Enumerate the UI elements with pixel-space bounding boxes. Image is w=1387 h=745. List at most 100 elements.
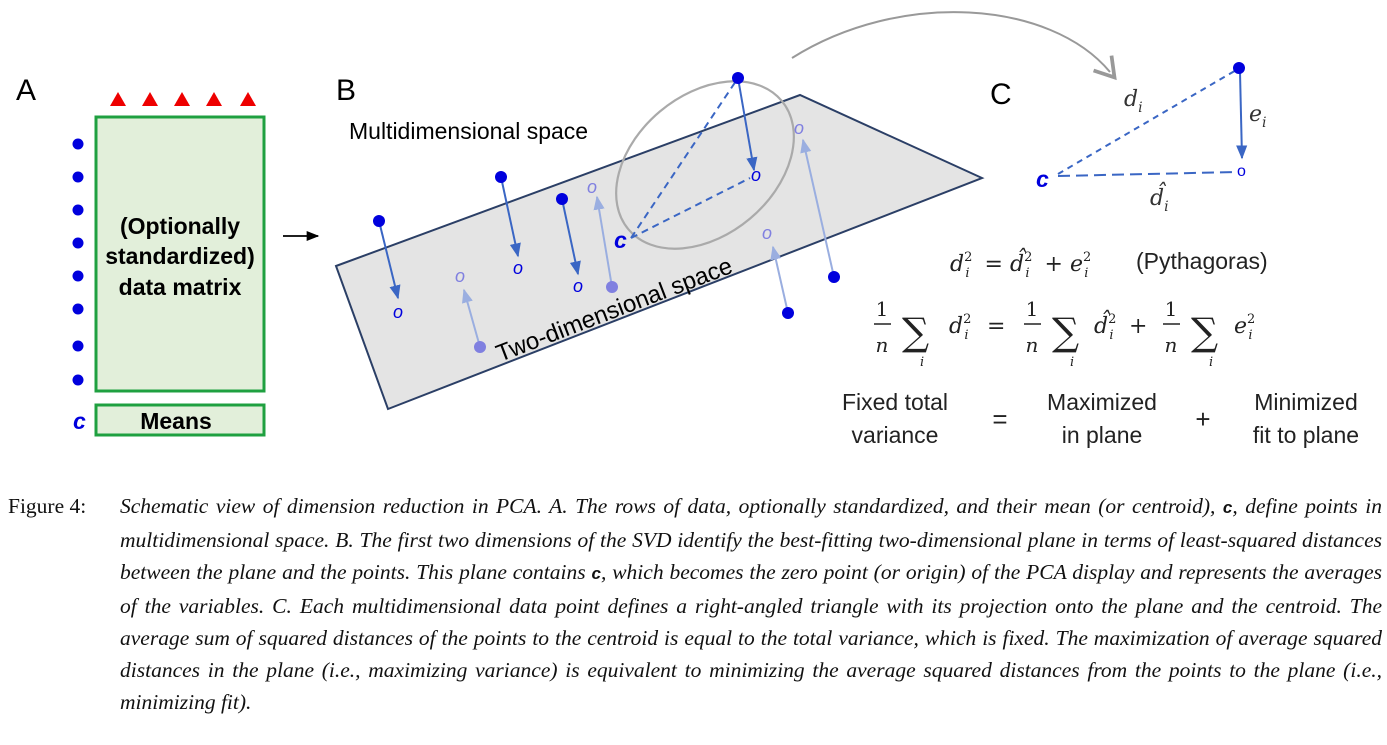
data-point [556,193,568,205]
svg-text:e2i: e2 i [1234,312,1255,343]
data-point-below-plane [782,307,794,319]
column-marker-triangle [174,92,190,106]
column-markers [110,92,256,106]
svg-text:i: i [920,355,924,370]
minimized-fit-line-1: Minimized [1254,389,1358,415]
centroid-c-label-b: c [614,227,627,253]
data-point-below-plane [828,271,840,283]
panel-a: A (Optionally standardized) data matrix … [16,74,320,437]
svg-text:∑: ∑ [1191,310,1218,354]
svg-text:1: 1 [1026,297,1039,321]
svg-text:=: = [987,314,1005,339]
centroid-c-label-a: c [73,408,86,434]
row-marker-dot [72,138,84,150]
centroid-to-point-dashed [630,77,739,239]
equals-sign: = [992,404,1007,434]
projection-marker-faded: o [587,177,597,197]
projection-arrow-from-below [770,245,789,314]
row-marker-dot [72,237,84,249]
projected-points: o o o o o o o o [393,118,804,322]
pythagoras-formula: d2 i = d̂2 i + e2 i [950,248,1091,281]
row-marker-dot [72,204,84,216]
svg-text:n: n [1165,333,1178,357]
projection-arrow-from-below [800,138,835,278]
word-equation: Fixed total variance = Maximized in plan… [842,389,1359,448]
data-point [732,72,744,84]
means-box [94,403,266,437]
pythagoras-equation: d2 i = d̂2 i + e2 i (Pythagoras) [950,248,1268,281]
plus-sign: + [1195,404,1210,434]
e-i-label: ei [1249,102,1267,131]
means-label: Means [140,408,212,434]
row-marker-dot [72,374,84,386]
centroid-to-projection-dashed [630,177,751,239]
svg-text:∑: ∑ [902,310,929,354]
matrix-text-line-2: standardized) [105,243,255,269]
fixed-total-variance-line-2: variance [852,422,939,448]
column-marker-triangle [142,92,158,106]
data-point-below-plane [606,281,618,293]
data-points [373,72,840,353]
row-marker-dot [72,171,84,183]
projection-arrow [737,77,758,172]
pythagoras-note: (Pythagoras) [1136,248,1268,274]
maximized-in-plane-line-2: in plane [1062,422,1143,448]
residual-e-arrow [1236,71,1248,160]
pca-schematic-figure: A (Optionally standardized) data matrix … [16,11,1359,448]
projection-marker: o [573,276,583,296]
maximized-in-plane-line-1: Maximized [1047,389,1157,415]
fixed-total-variance-line-1: Fixed total [842,389,948,415]
two-dimensional-plane [334,93,985,411]
projection-arrow-from-below [593,195,613,288]
row-marker-dot [72,340,84,352]
projection-marker-faded: o [762,223,772,243]
projection-arrow [500,176,521,258]
projection-arrow [378,220,401,300]
data-point [373,215,385,227]
variance-decomposition-equation: 1 n ∑ i d2 i = 1 n ∑ i d̂2 i + 1 n ∑ i e2 i [874,297,1255,370]
d-i-label: di [1124,87,1143,116]
svg-text:d̂2i: d̂2 i [1094,310,1116,343]
projection-arrow [561,198,581,276]
panel-b: B Multidimensional space Two-dimensional… [334,11,1117,411]
panel-a-label: A [16,74,36,107]
caption-centroid-c: c [1222,498,1233,517]
minimized-fit-line-2: fit to plane [1253,422,1359,448]
data-point [495,171,507,183]
data-point-below-plane [474,341,486,353]
figure-label: Figure 4: [8,494,87,518]
triangle-projection-marker: o [1237,163,1246,180]
multidimensional-space-label: Multidimensional space [349,118,588,144]
row-marker-dot [72,303,84,315]
zoom-arrow-to-panel-c [791,11,1117,81]
panel-b-label: B [336,74,356,107]
distance-dhat-line [1057,171,1239,177]
column-marker-triangle [206,92,222,106]
svg-text:i: i [1070,355,1074,370]
caption-centroid-c: c [591,564,601,583]
svg-text:∑: ∑ [1052,310,1079,354]
projection-arrows [378,77,835,348]
panel-c-label: C [990,78,1012,111]
projection-marker: o [751,165,761,185]
panel-c: C o c di ei d̂i d2 i = d̂2 i + e2 i (Pythag… [842,62,1359,448]
highlight-ellipse [615,80,795,250]
svg-text:+: + [1129,314,1147,339]
svg-text:i: i [1209,355,1213,370]
projection-marker: o [513,258,523,278]
projection-arrow-from-below [462,288,481,348]
svg-text:n: n [1026,333,1039,357]
projection-marker-faded: o [794,118,804,138]
caption-body: Schematic view of dimension reduction in… [120,494,1383,714]
column-marker-triangle [110,92,126,106]
data-matrix-box [94,115,266,393]
matrix-text-line-3: data matrix [119,274,242,300]
column-marker-triangle [240,92,256,106]
matrix-text-line-1: (Optionally [120,213,240,239]
svg-text:n: n [876,333,889,357]
dhat-i-label: d̂i [1150,182,1169,215]
projection-marker: o [393,302,403,322]
row-marker-dot [72,270,84,282]
svg-text:1: 1 [876,297,889,321]
svg-text:d2i: d2 i [949,312,971,343]
